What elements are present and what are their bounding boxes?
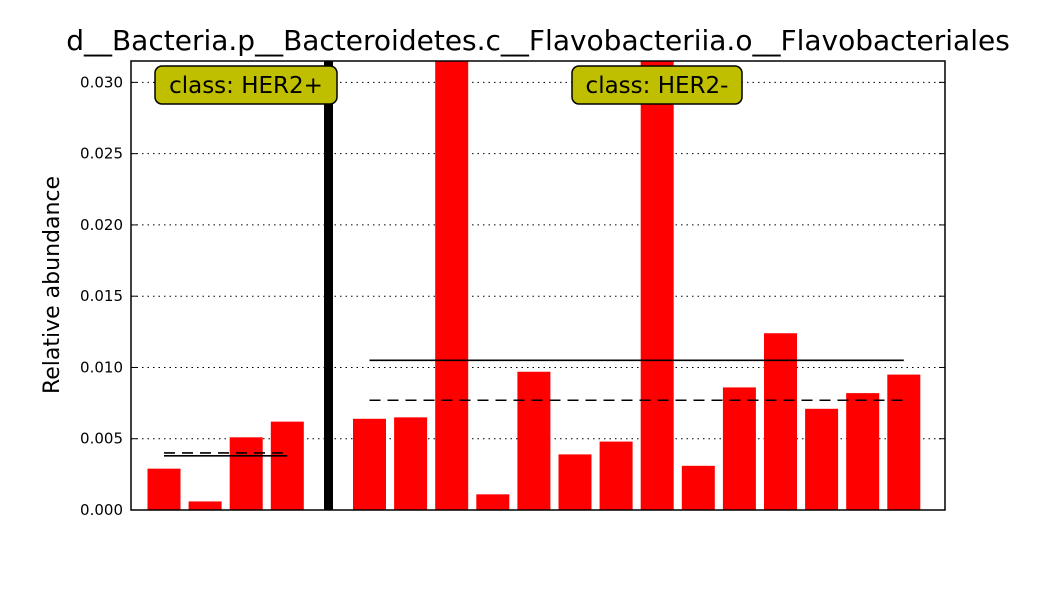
- bar: [270, 421, 304, 510]
- y-axis-label: Relative abundance: [40, 176, 65, 394]
- bar: [846, 393, 880, 510]
- bar: [435, 61, 469, 510]
- y-tick-label: 0.025: [80, 145, 123, 163]
- bars: [147, 61, 921, 510]
- bar: [722, 387, 756, 510]
- bar: [640, 61, 674, 510]
- bar: [188, 501, 222, 510]
- y-tick-label: 0.010: [80, 358, 123, 376]
- bar: [517, 371, 551, 510]
- class-label-box: [154, 65, 338, 105]
- bar: [764, 333, 797, 510]
- bar: [353, 418, 386, 510]
- class-label: class: HER2-: [586, 73, 729, 99]
- bar: [147, 468, 181, 510]
- y-tick-label: 0.000: [80, 501, 123, 519]
- bar: [558, 454, 592, 510]
- bar: [681, 465, 715, 510]
- chart-title: d__Bacteria.p__Bacteroidetes.c__Flavobac…: [66, 24, 1010, 57]
- bar: [229, 437, 263, 510]
- bar: [805, 408, 839, 510]
- stat-lines: [164, 359, 904, 457]
- y-tick-label: 0.005: [80, 430, 123, 448]
- class-label: class: HER2+: [169, 73, 323, 99]
- bar: [394, 417, 428, 510]
- y-tick-label: 0.020: [80, 216, 123, 234]
- plot-frame: [130, 60, 946, 511]
- y-axis-ticks: 0.000 0.005 0.010 0.015 0.020 0.025 0.030: [80, 73, 945, 519]
- bar: [476, 494, 510, 510]
- class-separator: [324, 61, 333, 510]
- y-tick-label: 0.030: [80, 73, 123, 91]
- y-tick-label: 0.015: [80, 287, 123, 305]
- bar: [887, 374, 921, 510]
- bar: [599, 441, 633, 510]
- class-label-box: [571, 65, 743, 105]
- class-labels: class: HER2+ class: HER2-: [154, 65, 743, 105]
